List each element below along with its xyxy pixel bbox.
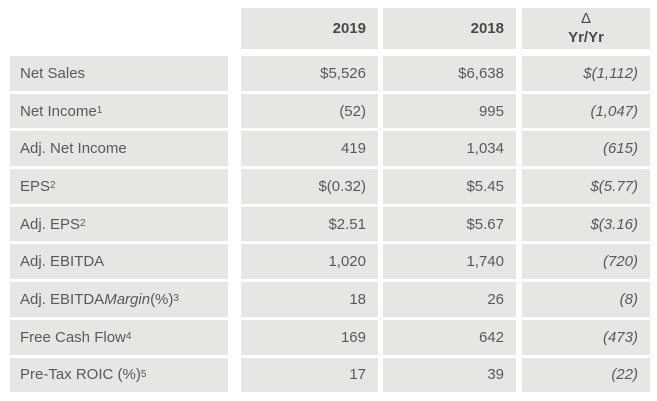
value-delta-yryr: (1,047): [522, 93, 650, 129]
value-2018: 995: [383, 93, 516, 129]
table-row: Net Income 1 (52) 995 (1,047): [10, 93, 650, 129]
value-delta-yryr: $(3.16): [522, 206, 650, 242]
label-text: Margin: [104, 290, 151, 308]
row-label: Adj. EBITDA Margin (%) 3: [10, 282, 228, 317]
value-2019: 18: [241, 282, 378, 317]
label-text: (%): [150, 290, 174, 308]
financial-summary-table: 2019 2018 Δ Yr/Yr Net Sales $5,526 $6,63…: [10, 8, 650, 393]
label-text: Free Cash Flow: [20, 328, 126, 346]
row-label: Net Sales: [10, 56, 228, 91]
value-2019: 1,020: [241, 244, 378, 280]
table-row: Free Cash Flow 4 169 642 (473): [10, 319, 650, 355]
row-label: Net Income 1: [10, 93, 228, 129]
value-2018: $5.67: [383, 206, 516, 242]
row-label: Adj. EPS 2: [10, 206, 228, 242]
value-delta-yryr: (720): [522, 244, 650, 280]
value-2018: $5.45: [383, 169, 516, 204]
row-label: EPS 2: [10, 169, 228, 204]
column-header-delta-yryr: Δ Yr/Yr: [522, 8, 650, 49]
value-2018: 39: [383, 357, 516, 393]
row-label: Free Cash Flow 4: [10, 319, 228, 355]
value-2018: 26: [383, 282, 516, 317]
row-label: Adj. EBITDA: [10, 244, 228, 280]
value-2019: 169: [241, 319, 378, 355]
table-row: EPS 2 $(0.32) $5.45 $(5.77): [10, 169, 650, 204]
value-2018: 1,034: [383, 131, 516, 167]
value-2019: 419: [241, 131, 378, 167]
table-header-row: 2019 2018 Δ Yr/Yr: [10, 8, 650, 49]
value-2019: 17: [241, 357, 378, 393]
label-text: EPS: [20, 177, 51, 195]
value-2019: $2.51: [241, 206, 378, 242]
value-delta-yryr: $(1,112): [522, 56, 650, 91]
value-delta-yryr: (22): [522, 357, 650, 393]
delta-symbol: Δ: [580, 9, 592, 27]
value-delta-yryr: (473): [522, 319, 650, 355]
delta-yryr-label: Yr/Yr: [568, 28, 604, 46]
value-2019: $(0.32): [241, 169, 378, 204]
value-2018: $6,638: [383, 56, 516, 91]
label-text: Adj. EBITDA: [20, 290, 105, 308]
value-delta-yryr: (615): [522, 131, 650, 167]
value-2019: $5,526: [241, 56, 378, 91]
table-body: Net Sales $5,526 $6,638 $(1,112) Net Inc…: [10, 56, 650, 393]
column-header-2019: 2019: [241, 8, 378, 49]
label-text: Adj. EPS: [20, 215, 81, 233]
table-row: Adj. Net Income 419 1,034 (615): [10, 131, 650, 167]
table-row: Adj. EPS 2 $2.51 $5.67 $(3.16): [10, 206, 650, 242]
value-2018: 642: [383, 319, 516, 355]
header-spacer-cell: [10, 8, 228, 49]
row-label: Pre-Tax ROIC (%) 5: [10, 357, 228, 393]
label-text: Net Income: [20, 102, 97, 120]
label-text: Adj. Net Income: [20, 140, 127, 158]
value-2019: (52): [241, 93, 378, 129]
label-text: Adj. EBITDA: [20, 253, 105, 271]
label-text: Pre-Tax ROIC (%): [20, 366, 141, 384]
label-text: Net Sales: [20, 64, 86, 82]
value-delta-yryr: (8): [522, 282, 650, 317]
value-delta-yryr: $(5.77): [522, 169, 650, 204]
table-row: Pre-Tax ROIC (%) 5 17 39 (22): [10, 357, 650, 393]
value-2018: 1,740: [383, 244, 516, 280]
column-header-2018: 2018: [383, 8, 516, 49]
table-row: Adj. EBITDA Margin (%) 3 18 26 (8): [10, 282, 650, 317]
table-row: Net Sales $5,526 $6,638 $(1,112): [10, 56, 650, 91]
table-row: Adj. EBITDA 1,020 1,740 (720): [10, 244, 650, 280]
row-label: Adj. Net Income: [10, 131, 228, 167]
